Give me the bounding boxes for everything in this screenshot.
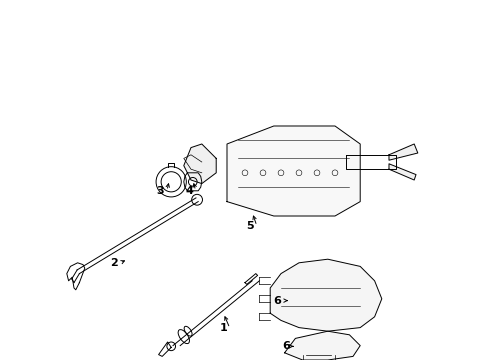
Polygon shape xyxy=(389,164,416,180)
Text: 3: 3 xyxy=(157,186,164,196)
Text: 6: 6 xyxy=(282,341,291,351)
Text: 2: 2 xyxy=(110,258,118,268)
Text: 5: 5 xyxy=(246,221,254,231)
Polygon shape xyxy=(389,144,418,160)
Text: 4: 4 xyxy=(185,186,193,196)
Polygon shape xyxy=(227,126,360,216)
Polygon shape xyxy=(285,331,360,360)
Polygon shape xyxy=(184,144,216,184)
Text: 1: 1 xyxy=(220,323,227,333)
Polygon shape xyxy=(270,259,382,331)
Text: 6: 6 xyxy=(273,296,281,306)
